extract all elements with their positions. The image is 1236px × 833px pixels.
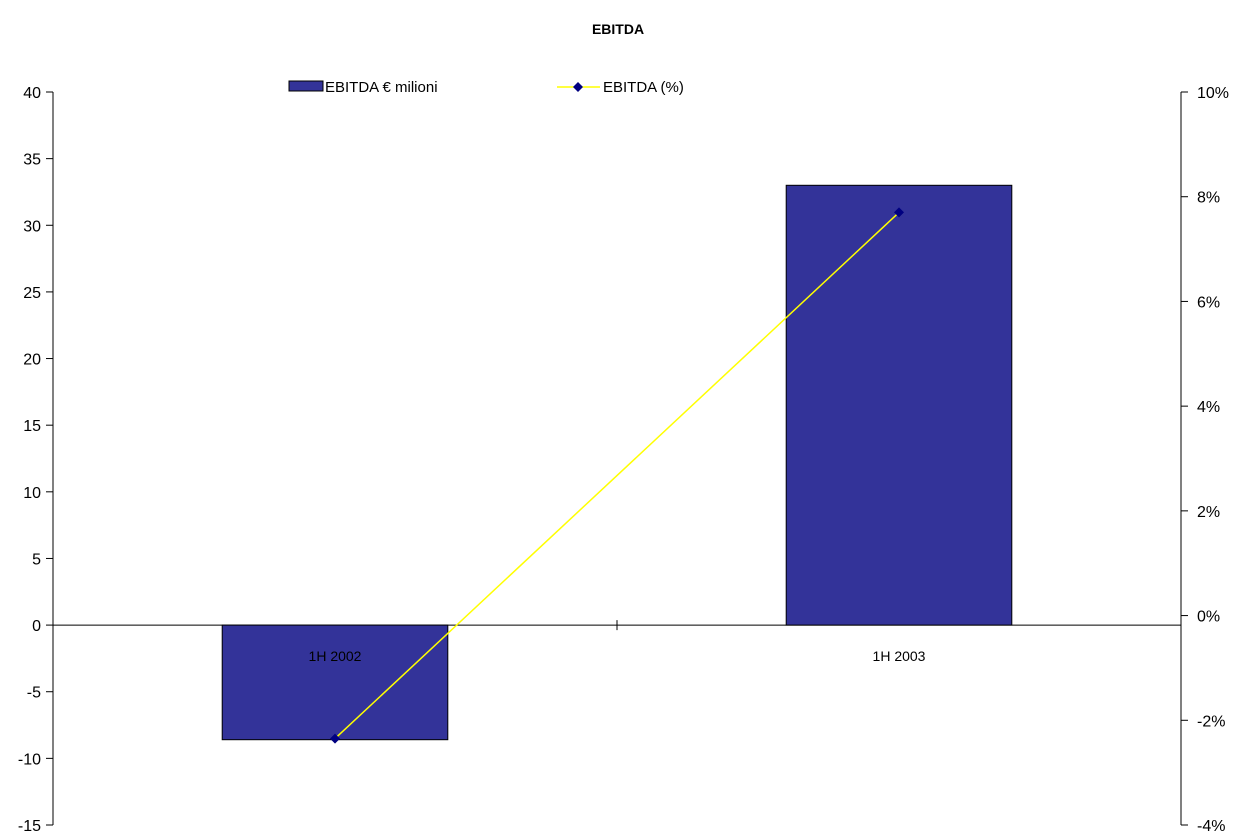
left-axis-tick-label: 20 <box>23 352 41 369</box>
left-axis-tick-label: -5 <box>27 685 41 702</box>
right-axis-tick-label: -4% <box>1197 818 1225 833</box>
right-axis-tick-label: 8% <box>1197 190 1220 207</box>
category-labels: 1H 2002 1H 2003 <box>309 648 926 664</box>
bars <box>221 184 1013 741</box>
legend-line-marker <box>573 82 583 92</box>
legend-bar-swatch <box>288 80 324 92</box>
left-axis-tick-label: 35 <box>23 152 41 169</box>
category-label: 1H 2003 <box>873 648 926 664</box>
right-axis-tick-label: 0% <box>1197 609 1220 626</box>
legend-bar-label: EBITDA € milioni <box>325 79 438 96</box>
percent-line-path <box>334 211 900 740</box>
left-axis-tick-label: 25 <box>23 285 41 302</box>
right-axis-tick-label: -2% <box>1197 713 1225 730</box>
left-axis-tick-label: 40 <box>23 85 41 102</box>
bar <box>221 624 449 741</box>
bar <box>785 184 1013 626</box>
legend: EBITDA € milioni EBITDA (%) <box>288 79 684 96</box>
percent-line-marker <box>330 733 340 744</box>
left-axis-tick-label: -15 <box>18 818 41 833</box>
left-axis-tick-label: 15 <box>23 418 41 435</box>
percent-line-marker <box>894 207 904 218</box>
left-axis-tick-label: 30 <box>23 218 41 235</box>
left-axis-tick-label: -10 <box>18 751 41 768</box>
right-axis-tick-label: 6% <box>1197 294 1220 311</box>
right-axis-tick-label: 2% <box>1197 504 1220 521</box>
category-label: 1H 2002 <box>309 648 362 664</box>
left-axis-tick-label: 0 <box>32 618 41 635</box>
legend-line-label: EBITDA (%) <box>603 79 684 96</box>
axes: -15 -10 -5 0 5 10 15 20 25 30 35 40 -4% -2% 0% 2% 4% 6% 8%… <box>18 85 1229 833</box>
right-axis-tick-label: 10% <box>1197 85 1229 102</box>
chart-title: EBITDA <box>592 21 644 37</box>
left-axis-tick-label: 5 <box>32 551 41 568</box>
left-axis-tick-label: 10 <box>23 485 41 502</box>
percent-line <box>330 207 904 744</box>
right-axis-tick-label: 4% <box>1197 399 1220 416</box>
